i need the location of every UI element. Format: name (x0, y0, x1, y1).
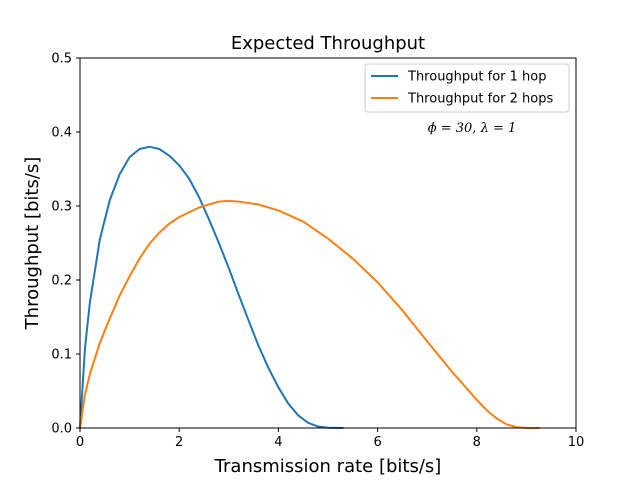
y-tick-label: 0.2 (51, 274, 72, 289)
x-tick-label: 6 (373, 435, 381, 450)
x-tick-label: 10 (568, 435, 585, 450)
y-tick-label: 0.5 (51, 52, 72, 67)
legend-label-1-hop: Throughput for 1 hop (407, 70, 547, 85)
y-tick-label: 0.3 (51, 200, 72, 215)
legend-box (364, 63, 570, 113)
series-line-1-hop (79, 145, 344, 429)
chart-title: Expected Throughput (231, 33, 425, 54)
y-tick-label: 0.1 (51, 348, 72, 363)
x-tick-label: 4 (274, 435, 282, 450)
plot-area (79, 145, 540, 429)
x-tick-label: 0 (76, 435, 84, 450)
y-tick-label: 0.0 (51, 422, 72, 437)
series-line-2-hops (79, 199, 540, 429)
y-axis-ticks: 0.0 0.1 0.2 0.3 0.4 0.5 (51, 52, 80, 437)
legend: Throughput for 1 hop Throughput for 2 ho… (364, 63, 570, 113)
x-tick-label: 8 (473, 435, 481, 450)
y-tick-label: 0.4 (51, 126, 72, 141)
legend-label-2-hops: Throughput for 2 hops (407, 92, 553, 107)
axes-frame (79, 57, 577, 429)
x-axis-ticks: 0 2 4 6 8 10 (76, 428, 584, 450)
y-axis-label: Throughput [bits/s] (22, 157, 43, 331)
x-tick-label: 2 (175, 435, 183, 450)
x-axis-label: Transmission rate [bits/s] (214, 456, 442, 477)
parameter-annotation: ϕ = 30, λ = 1 (428, 121, 517, 136)
